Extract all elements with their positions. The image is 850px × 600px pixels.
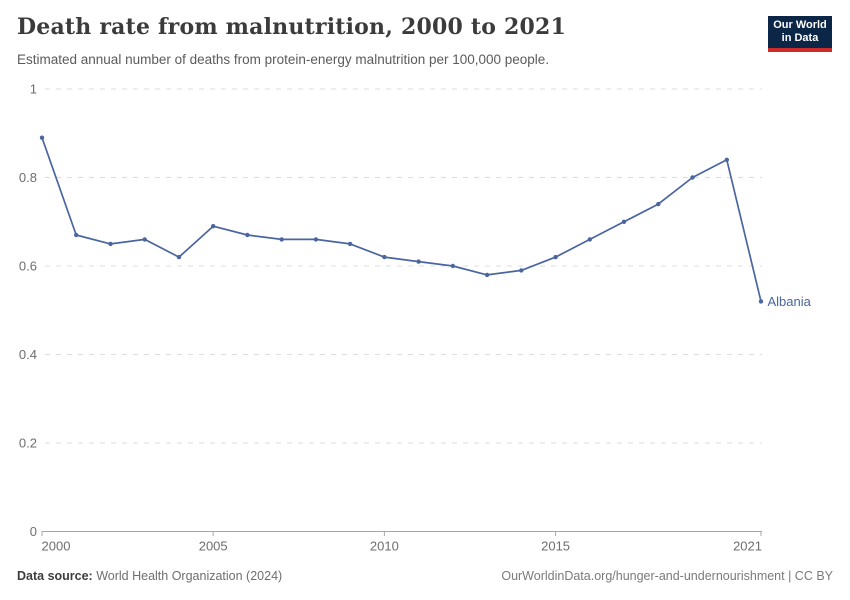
data-point[interactable] (587, 237, 592, 242)
x-tick-label: 2010 (370, 539, 399, 554)
data-point[interactable] (142, 237, 147, 242)
data-source-value: World Health Organization (2024) (92, 569, 283, 583)
y-tick-label: 0.8 (19, 170, 37, 185)
owid-logo-accent-bar (768, 48, 832, 52)
data-point[interactable] (245, 232, 250, 238)
entity-label[interactable]: Albania (768, 294, 812, 309)
owid-logo-line1: Our World (773, 19, 827, 31)
y-tick-label: 1 (30, 82, 37, 97)
data-source-note: Data source: World Health Organization (… (17, 569, 282, 583)
chart-subtitle: Estimated annual number of deaths from p… (17, 52, 550, 67)
x-tick-label: 2005 (199, 539, 228, 554)
credit-link[interactable]: OurWorldinData.org/hunger-and-undernouri… (501, 569, 833, 583)
data-point[interactable] (656, 201, 661, 207)
data-point[interactable] (519, 268, 524, 273)
data-point[interactable] (724, 157, 729, 162)
data-line[interactable] (41, 136, 762, 303)
y-tick-label: 0.6 (19, 259, 37, 274)
data-source-label: Data source: (17, 569, 93, 583)
data-point[interactable] (484, 272, 490, 278)
owid-logo[interactable]: Our World in Data (768, 16, 832, 52)
data-point[interactable] (382, 254, 387, 260)
y-tick-label: 0.2 (19, 436, 37, 451)
x-tick-label: 2021 (733, 539, 762, 554)
data-point[interactable] (39, 135, 45, 140)
y-tick-label: 0 (30, 524, 37, 539)
owid-logo-line2: in Data (781, 32, 819, 44)
x-tick-label: 2015 (541, 539, 570, 554)
data-point[interactable] (450, 263, 456, 269)
page-title: Death rate from malnutrition, 2000 to 20… (17, 14, 566, 40)
data-point[interactable] (621, 219, 627, 224)
data-point[interactable] (176, 254, 182, 260)
data-point[interactable] (690, 175, 695, 180)
data-point[interactable] (313, 237, 319, 242)
data-point[interactable] (416, 259, 421, 264)
data-point[interactable] (211, 224, 216, 229)
chart-footer: Data source: World Health Organization (… (17, 569, 833, 583)
data-point[interactable] (758, 299, 764, 304)
data-point[interactable] (553, 254, 558, 260)
x-tick-label: 2000 (42, 539, 71, 554)
y-tick-label: 0.4 (19, 347, 37, 362)
data-point[interactable] (74, 232, 79, 238)
data-point[interactable] (279, 237, 284, 242)
data-point[interactable] (108, 241, 113, 247)
data-point[interactable] (347, 241, 353, 247)
